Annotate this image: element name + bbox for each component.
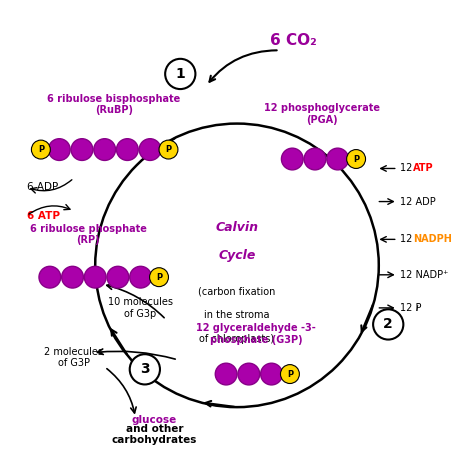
Text: 6 CO₂: 6 CO₂ [270, 33, 317, 48]
Text: 12 ADP: 12 ADP [400, 197, 436, 207]
Text: Cycle: Cycle [219, 249, 255, 263]
Text: in the stroma: in the stroma [204, 310, 270, 320]
Text: 12 NADP⁺: 12 NADP⁺ [400, 270, 448, 280]
Text: 6 ribulose bisphosphate
(RuBP): 6 ribulose bisphosphate (RuBP) [47, 94, 181, 116]
Text: (carbon fixation: (carbon fixation [198, 286, 276, 296]
Text: P: P [287, 370, 293, 379]
Circle shape [215, 363, 237, 385]
Text: 6 ADP: 6 ADP [27, 182, 58, 192]
Circle shape [238, 363, 260, 385]
Text: glucose: glucose [132, 415, 177, 425]
Circle shape [139, 139, 161, 160]
Circle shape [159, 140, 178, 159]
Text: 3: 3 [140, 362, 150, 376]
Text: 2: 2 [383, 318, 393, 331]
Circle shape [62, 266, 83, 288]
Text: 1: 1 [175, 67, 185, 81]
Circle shape [261, 363, 283, 385]
Circle shape [130, 354, 160, 384]
Text: 6 ATP: 6 ATP [27, 211, 60, 221]
Circle shape [327, 148, 348, 170]
Circle shape [304, 148, 326, 170]
Text: 12 phosphoglycerate
(PGA): 12 phosphoglycerate (PGA) [264, 103, 380, 125]
Circle shape [84, 266, 106, 288]
Text: 12: 12 [400, 234, 416, 245]
Circle shape [48, 139, 70, 160]
Text: 2 molecules
of G3P: 2 molecules of G3P [45, 346, 103, 368]
Circle shape [373, 310, 403, 339]
Circle shape [31, 140, 50, 159]
Circle shape [150, 268, 168, 287]
Circle shape [346, 150, 365, 168]
Circle shape [39, 266, 61, 288]
Circle shape [71, 139, 93, 160]
Circle shape [165, 59, 195, 89]
Text: 10 molecules
of G3p: 10 molecules of G3p [108, 297, 173, 319]
Circle shape [94, 139, 116, 160]
Text: 6 ribulose phosphate
(RP): 6 ribulose phosphate (RP) [30, 224, 146, 246]
Text: ATP: ATP [413, 164, 434, 173]
Text: P: P [353, 155, 359, 164]
Text: P: P [165, 145, 172, 154]
Text: 12: 12 [400, 164, 416, 173]
Text: 12 P: 12 P [400, 303, 421, 313]
Text: i: i [415, 303, 418, 313]
Text: and other
carbohydrates: and other carbohydrates [111, 424, 197, 446]
Text: of chloroplasts): of chloroplasts) [200, 334, 274, 344]
Circle shape [107, 266, 129, 288]
Text: 12 glyceraldehyde -3-
phosphate (G3P): 12 glyceraldehyde -3- phosphate (G3P) [196, 323, 316, 345]
Circle shape [281, 365, 300, 383]
Text: P: P [38, 145, 44, 154]
Text: NADPH: NADPH [413, 234, 452, 245]
Circle shape [117, 139, 138, 160]
Text: P: P [156, 273, 162, 282]
Text: Calvin: Calvin [216, 221, 258, 234]
Circle shape [282, 148, 303, 170]
Circle shape [130, 266, 152, 288]
